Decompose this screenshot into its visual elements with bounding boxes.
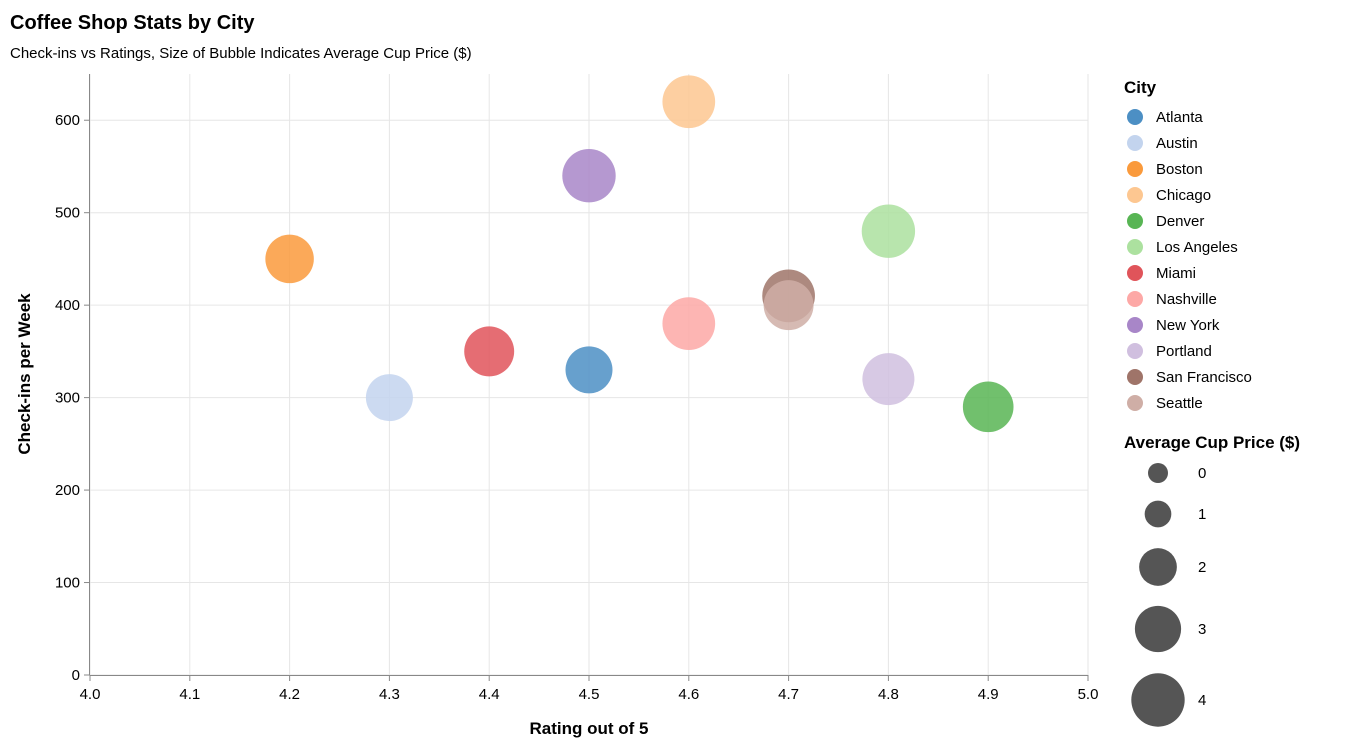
legend-swatch-austin (1127, 135, 1143, 151)
bubble-austin (365, 374, 413, 422)
x-tick-label: 4.5 (579, 686, 600, 703)
bubble-new-york (562, 149, 616, 203)
x-tick-label: 4.9 (978, 686, 999, 703)
bubble-atlanta (565, 346, 613, 394)
bubble-los-angeles (861, 204, 916, 258)
size-legend-bubble (1144, 500, 1172, 528)
legend-label-san-francisco: San Francisco (1156, 369, 1252, 386)
bubble-nashville (662, 297, 716, 351)
x-tick-label: 5.0 (1078, 686, 1099, 703)
y-tick-label: 100 (55, 575, 80, 592)
legend-label-los-angeles: Los Angeles (1156, 239, 1238, 256)
legend-swatch-miami (1127, 265, 1143, 281)
legend-swatch-chicago (1127, 187, 1143, 203)
x-tick-label: 4.3 (379, 686, 400, 703)
color-legend-title: City (1124, 78, 1157, 97)
x-tick-label: 4.8 (878, 686, 899, 703)
legend-label-miami: Miami (1156, 265, 1196, 282)
size-legend-label: 1 (1198, 506, 1206, 523)
legend-label-atlanta: Atlanta (1156, 109, 1203, 126)
legend-label-new-york: New York (1156, 317, 1220, 334)
x-tick-label: 4.7 (778, 686, 799, 703)
x-axis-title: Rating out of 5 (530, 719, 649, 738)
legend-swatch-nashville (1127, 291, 1143, 307)
y-axis-title: Check-ins per Week (15, 293, 34, 455)
x-tick-label: 4.4 (479, 686, 500, 703)
size-legend-label: 3 (1198, 621, 1206, 638)
y-tick-label: 600 (55, 112, 80, 129)
size-legend-bubble (1148, 463, 1168, 483)
legend-swatch-denver (1127, 213, 1143, 229)
legend-label-chicago: Chicago (1156, 187, 1211, 204)
size-legend-bubble (1131, 673, 1185, 727)
chart-title: Coffee Shop Stats by City (10, 12, 255, 34)
legend-label-boston: Boston (1156, 161, 1203, 178)
y-tick-label: 300 (55, 390, 80, 407)
x-tick-label: 4.6 (678, 686, 699, 703)
legend-swatch-seattle (1127, 395, 1143, 411)
x-tick-label: 4.1 (179, 686, 200, 703)
size-legend-label: 4 (1198, 692, 1206, 709)
size-legend-title: Average Cup Price ($) (1124, 433, 1300, 452)
bubble-denver (962, 381, 1014, 433)
size-legend-items: 0 1 2 3 4 (1131, 463, 1206, 727)
legend-swatch-boston (1127, 161, 1143, 177)
chart-subtitle: Check-ins vs Ratings, Size of Bubble Ind… (10, 45, 472, 62)
y-tick-label: 400 (55, 297, 80, 314)
axes: 4.0 4.1 4.2 4.3 4.4 4.5 4.6 4.7 4.8 4.9 5.0 0 100 200… (55, 74, 1098, 703)
size-legend-label: 2 (1198, 559, 1206, 576)
legend-label-nashville: Nashville (1156, 291, 1217, 308)
bubble-miami (464, 326, 515, 377)
y-tick-label: 0 (72, 667, 80, 684)
bubble-boston (265, 234, 314, 284)
y-tick-label: 200 (55, 482, 80, 499)
y-tick-label: 500 (55, 205, 80, 222)
legend: City Atlanta Austin Boston Chicago Denver Los… (1124, 78, 1300, 727)
size-legend-bubble (1134, 605, 1182, 653)
legend-swatch-atlanta (1127, 109, 1143, 125)
color-legend-items: Atlanta Austin Boston Chicago Denver Los Ange… (1127, 109, 1252, 412)
data-points (265, 75, 1014, 433)
legend-swatch-portland (1127, 343, 1143, 359)
bubble-seattle (763, 280, 814, 331)
legend-label-seattle: Seattle (1156, 395, 1203, 412)
bubble-portland (862, 353, 915, 406)
x-tick-label: 4.2 (279, 686, 300, 703)
legend-label-denver: Denver (1156, 213, 1204, 230)
bubble-chicago (662, 75, 716, 129)
legend-label-portland: Portland (1156, 343, 1212, 360)
x-tick-label: 4.0 (80, 686, 101, 703)
legend-swatch-san-francisco (1127, 369, 1143, 385)
size-legend-label: 0 (1198, 465, 1206, 482)
legend-swatch-los-angeles (1127, 239, 1143, 255)
legend-swatch-new-york (1127, 317, 1143, 333)
legend-label-austin: Austin (1156, 135, 1198, 152)
size-legend-bubble (1139, 548, 1177, 586)
